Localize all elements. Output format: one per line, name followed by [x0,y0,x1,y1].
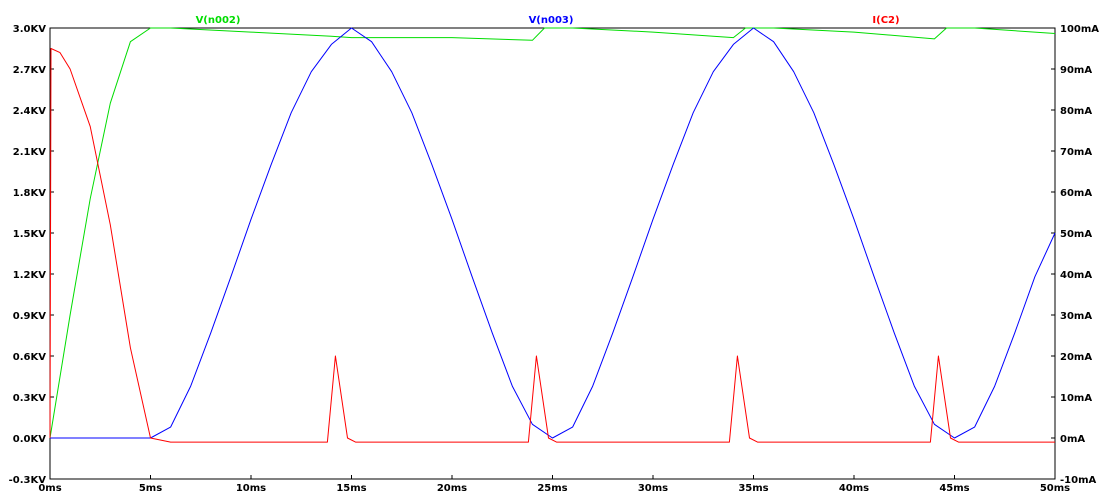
right-y-tick-label: 30mA [1060,311,1092,322]
x-tick-label: 20ms [437,483,467,494]
right-y-tick-label: -10mA [1060,475,1096,486]
left-y-tick-label: 2.7KV [13,65,46,76]
x-tick-label: 30ms [638,483,668,494]
series-line-v-n002[interactable] [49,27,1056,439]
left-y-tick-label: 0.3KV [13,393,46,404]
right-y-tick-label: 70mA [1060,147,1092,158]
x-tick-label: 45ms [939,483,969,494]
x-tick-label: 25ms [537,483,567,494]
legend-v-n003[interactable]: V(n003) [529,15,574,26]
legend-i-c2[interactable]: I(C2) [872,15,899,26]
x-tick-label: 15ms [336,483,366,494]
left-y-tick-label: 0.9KV [13,311,46,322]
x-tick-label: 40ms [839,483,869,494]
x-tick-label: 0ms [38,483,61,494]
x-tick-label: 10ms [236,483,266,494]
x-tick-label: 50ms [1040,483,1070,494]
plot-frame [49,27,1056,480]
right-y-tick-label: 0mA [1060,434,1085,445]
left-y-axis: 3.0KV 2.7KV 2.4KV 2.1KV 1.8KV 1.5KV 1.2KV 0.9KV… [9,24,54,486]
left-y-tick-label: 2.4KV [13,106,46,117]
right-y-tick-label: 90mA [1060,65,1092,76]
left-y-tick-label: 1.5KV [13,229,46,240]
right-y-tick-label: 100mA [1060,24,1099,35]
x-axis: 0ms 5ms 10ms 15ms 20ms 25ms 30ms 35ms 40ms 45ms 50… [38,475,1070,494]
right-y-tick-label: 20mA [1060,352,1092,363]
right-y-tick-label: 50mA [1060,229,1092,240]
left-y-tick-label: 0.0KV [13,434,46,445]
right-y-tick-label: 10mA [1060,393,1092,404]
x-tick-label: 5ms [139,483,162,494]
left-y-tick-label: 1.2KV [13,270,46,281]
x-tick-label: 35ms [738,483,768,494]
left-y-tick-label: 0.6KV [13,352,46,363]
legend: V(n002) V(n003) I(C2) [196,15,900,26]
series-group [49,27,1056,443]
legend-v-n002[interactable]: V(n002) [196,15,241,26]
right-y-axis: 100mA 90mA 80mA 70mA 60mA 50mA 40mA 30mA 20mA 10m… [1051,24,1099,486]
right-y-tick-label: 60mA [1060,188,1092,199]
right-y-tick-label: 80mA [1060,106,1092,117]
left-y-tick-label: -0.3KV [9,475,47,486]
series-line-i-c2[interactable] [49,48,1055,443]
right-y-tick-label: 40mA [1060,270,1092,281]
series-line-v-n003[interactable] [50,27,1056,439]
left-y-tick-label: 1.8KV [13,188,46,199]
left-y-tick-label: 3.0KV [13,24,46,35]
left-y-tick-label: 2.1KV [13,147,46,158]
